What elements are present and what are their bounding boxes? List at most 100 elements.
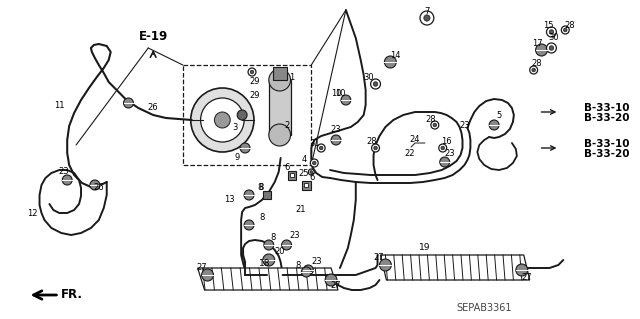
Text: 28: 28 [531, 58, 542, 68]
Text: 28: 28 [366, 137, 377, 146]
Text: 1: 1 [289, 73, 294, 83]
Text: 8: 8 [270, 233, 275, 241]
Text: 28: 28 [426, 115, 436, 124]
Circle shape [325, 274, 337, 286]
Text: 11: 11 [54, 100, 64, 109]
Text: 26: 26 [93, 183, 104, 192]
Circle shape [191, 88, 254, 152]
Circle shape [90, 180, 100, 190]
Text: 8: 8 [258, 183, 264, 192]
Circle shape [62, 175, 72, 185]
Text: 23: 23 [58, 167, 68, 175]
Circle shape [308, 169, 314, 175]
Text: 8: 8 [257, 182, 262, 191]
Text: 23: 23 [444, 149, 455, 158]
Text: 26: 26 [148, 103, 159, 113]
Bar [305, 183, 308, 187]
Circle shape [371, 79, 380, 89]
Circle shape [373, 82, 378, 86]
Bar [269, 80, 291, 135]
Text: 21: 21 [295, 205, 306, 214]
Text: B-33-10: B-33-10 [584, 103, 630, 113]
Text: 31: 31 [309, 138, 319, 147]
Circle shape [385, 56, 396, 68]
Circle shape [547, 43, 556, 53]
Text: 27: 27 [373, 253, 384, 262]
Circle shape [319, 146, 323, 150]
Text: 10: 10 [335, 88, 346, 98]
Text: 8: 8 [296, 261, 301, 270]
Text: 23: 23 [289, 232, 300, 241]
Text: 14: 14 [390, 50, 401, 60]
Text: 18: 18 [259, 258, 271, 268]
Circle shape [303, 265, 313, 275]
Text: 16: 16 [442, 137, 452, 145]
Polygon shape [198, 268, 338, 290]
Text: 3: 3 [232, 123, 238, 132]
Text: 6: 6 [310, 174, 315, 182]
Circle shape [549, 30, 554, 34]
Text: 27: 27 [331, 280, 341, 290]
Circle shape [380, 259, 391, 271]
Circle shape [200, 98, 244, 142]
Text: 10: 10 [331, 88, 341, 98]
Circle shape [530, 66, 538, 74]
Circle shape [214, 112, 230, 128]
Text: 6: 6 [284, 162, 289, 172]
Text: 20: 20 [275, 248, 285, 256]
Circle shape [516, 264, 528, 276]
Circle shape [536, 44, 547, 56]
Bar [273, 67, 287, 80]
Text: 12: 12 [27, 209, 38, 218]
Text: B-33-20: B-33-20 [584, 149, 630, 159]
Circle shape [431, 121, 439, 129]
Circle shape [547, 27, 556, 37]
Text: 22: 22 [405, 149, 415, 158]
Text: 30: 30 [548, 33, 559, 42]
Text: FR.: FR. [61, 288, 83, 301]
Text: 17: 17 [532, 39, 543, 48]
Text: 5: 5 [497, 110, 502, 120]
Circle shape [440, 157, 450, 167]
Circle shape [269, 69, 291, 91]
Text: 4: 4 [301, 155, 307, 165]
Circle shape [341, 95, 351, 105]
Circle shape [312, 161, 316, 165]
Text: 2: 2 [284, 121, 289, 130]
Text: 28: 28 [564, 20, 575, 29]
Text: 30: 30 [364, 72, 374, 81]
Circle shape [424, 15, 430, 21]
Text: 19: 19 [419, 243, 431, 253]
Circle shape [237, 110, 247, 120]
Text: 23: 23 [311, 256, 321, 265]
Circle shape [310, 159, 318, 167]
Text: 24: 24 [410, 136, 420, 145]
Text: 25: 25 [298, 168, 308, 177]
Circle shape [420, 11, 434, 25]
Text: SEPAB3361: SEPAB3361 [456, 303, 512, 313]
Bar [263, 191, 271, 199]
Bar [289, 173, 294, 177]
Circle shape [561, 26, 569, 34]
Circle shape [374, 146, 378, 150]
Circle shape [264, 240, 274, 250]
Text: 29: 29 [250, 78, 260, 86]
Circle shape [269, 124, 291, 146]
Circle shape [317, 144, 325, 152]
Circle shape [372, 144, 380, 152]
Circle shape [124, 98, 133, 108]
Circle shape [248, 68, 256, 76]
Text: E-19: E-19 [138, 31, 168, 43]
Text: 8: 8 [259, 213, 264, 222]
Circle shape [331, 135, 341, 145]
Circle shape [202, 269, 214, 281]
Circle shape [439, 144, 447, 152]
Polygon shape [380, 255, 530, 280]
Circle shape [310, 171, 312, 173]
Circle shape [250, 70, 254, 74]
Circle shape [489, 120, 499, 130]
Circle shape [244, 220, 254, 230]
Circle shape [244, 190, 254, 200]
Bar [303, 181, 311, 190]
Text: B-33-20: B-33-20 [584, 113, 630, 123]
